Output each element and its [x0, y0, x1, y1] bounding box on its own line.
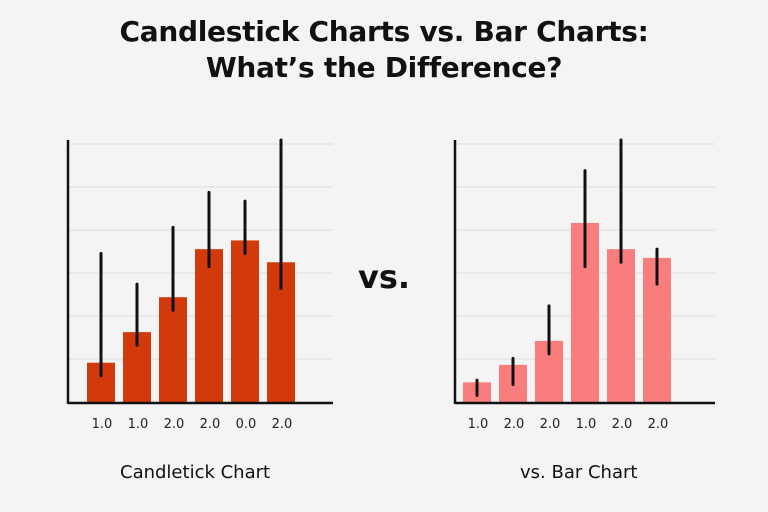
vs-label: vs.	[358, 258, 411, 296]
right-tick-label-4: 1.0	[576, 417, 597, 432]
right-tick-label-3: 2.0	[540, 417, 561, 432]
left-tick-label-1: 1.0	[92, 417, 113, 432]
right-bar-5	[607, 249, 635, 402]
left-tick-label-3: 2.0	[164, 417, 185, 432]
right-tick-label-1: 1.0	[468, 417, 489, 432]
left-tick-label-5: 0.0	[236, 417, 257, 432]
left-chart-caption: Candletick Chart	[120, 462, 271, 483]
page-title: Candlestick Charts vs. Bar Charts: What’…	[0, 14, 768, 86]
left-bar-3	[159, 297, 187, 402]
right-chart-caption: vs. Bar Chart	[520, 462, 638, 483]
left-bar-5	[231, 240, 259, 402]
right-tick-label-2: 2.0	[504, 417, 525, 432]
left-tick-label-6: 2.0	[272, 417, 293, 432]
title-line-1: Candlestick Charts vs. Bar Charts:	[119, 15, 649, 48]
left-bar-4	[195, 249, 223, 402]
title-line-2: What’s the Difference?	[205, 51, 563, 84]
right-tick-label-6: 2.0	[648, 417, 669, 432]
left-tick-label-2: 1.0	[128, 417, 149, 432]
right-tick-label-5: 2.0	[612, 417, 633, 432]
left-tick-label-4: 2.0	[200, 417, 221, 432]
